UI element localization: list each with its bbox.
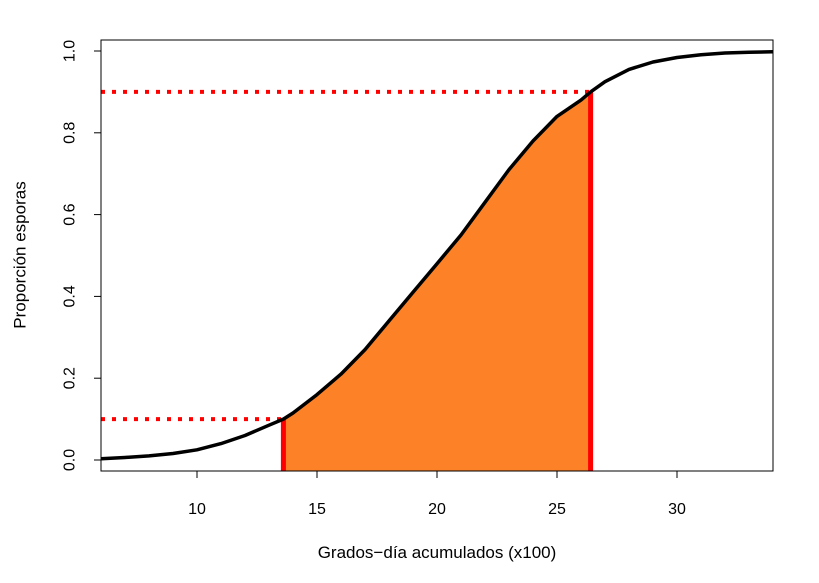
y-tick-label: 0.4 xyxy=(62,285,79,307)
plot-area xyxy=(100,50,774,472)
y-tick-label: 0.2 xyxy=(62,367,79,389)
x-tick-label: 30 xyxy=(668,501,686,518)
x-axis-title: Grados−día acumulados (x100) xyxy=(318,543,557,562)
x-axis: 10 15 20 25 30 xyxy=(188,470,686,518)
y-tick-label: 0.0 xyxy=(62,449,79,471)
shaded-region xyxy=(283,91,591,472)
y-axis: 0.0 0.2 0.4 0.6 0.8 1.0 xyxy=(62,40,102,471)
x-tick-label: 15 xyxy=(308,501,326,518)
y-tick-label: 0.8 xyxy=(62,122,79,144)
y-tick-label: 0.6 xyxy=(62,203,79,225)
y-axis-title: Proporción esporas xyxy=(11,181,30,328)
x-tick-label: 20 xyxy=(428,501,446,518)
series-line xyxy=(100,50,774,461)
x-tick-label: 25 xyxy=(548,501,566,518)
y-tick-label: 1.0 xyxy=(62,40,79,62)
x-tick-label: 10 xyxy=(188,501,206,518)
